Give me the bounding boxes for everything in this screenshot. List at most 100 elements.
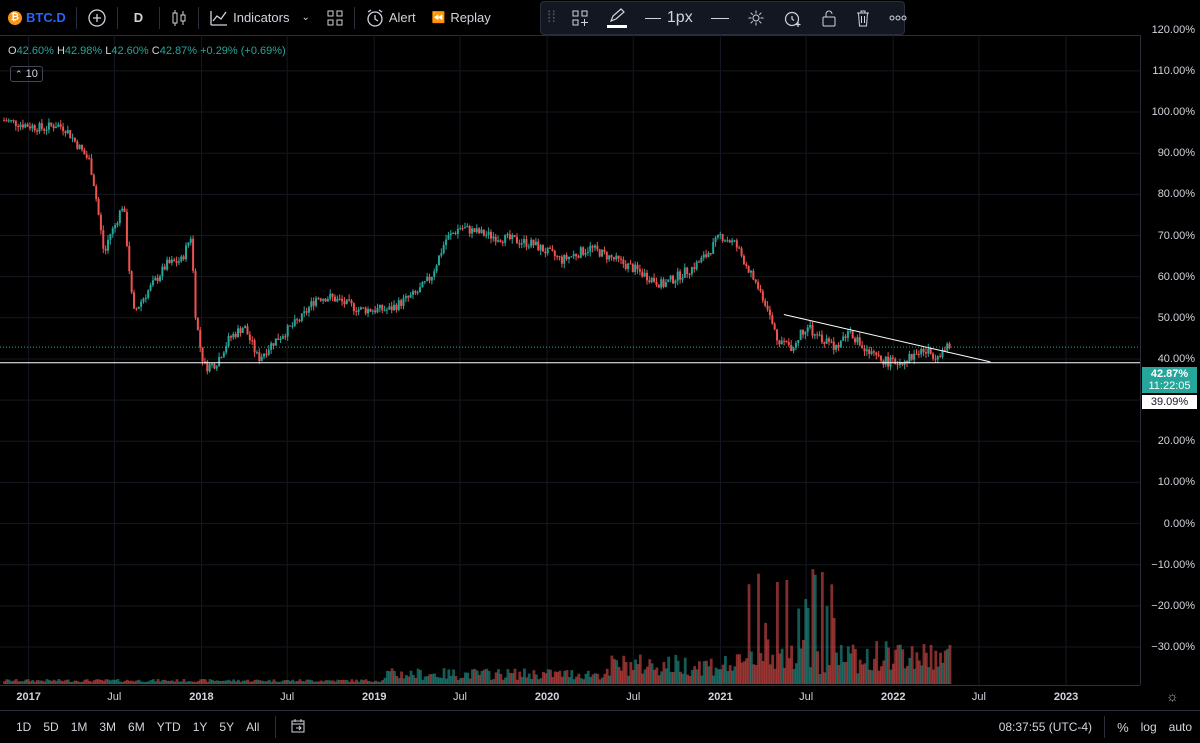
chart-type-button[interactable] — [162, 0, 196, 35]
volume-bar — [175, 679, 179, 684]
candle-body — [556, 256, 559, 258]
candle-body — [534, 241, 537, 246]
chevron-up-icon: ⌃ — [15, 69, 23, 79]
settings-gear-icon[interactable]: ☼ — [1166, 688, 1179, 704]
volume-bar — [579, 678, 583, 684]
volume-bar — [880, 666, 883, 684]
range-button-all[interactable]: All — [246, 720, 260, 734]
candle-body — [825, 338, 828, 344]
volume-bar — [567, 677, 571, 684]
interval-button[interactable]: D — [120, 0, 157, 35]
candle-body — [296, 319, 299, 321]
volume-bar — [307, 679, 311, 684]
candle-body — [393, 304, 396, 311]
candle-body — [125, 211, 128, 246]
volume-bar — [260, 680, 264, 684]
more-button[interactable] — [880, 2, 916, 34]
candle-body — [728, 240, 731, 243]
candle-body — [671, 275, 674, 284]
candle-body — [85, 154, 88, 158]
line-color-button[interactable] — [598, 2, 636, 34]
volume-bar — [837, 664, 841, 684]
candle-body — [832, 341, 835, 350]
candle-body — [716, 234, 719, 238]
candle-body — [575, 254, 578, 257]
volume-bar — [447, 669, 451, 684]
volume-bar — [350, 679, 354, 684]
auto-toggle[interactable]: auto — [1168, 720, 1192, 734]
goto-date-button[interactable] — [284, 718, 312, 737]
volume-bar — [612, 658, 616, 684]
volume-bar — [281, 680, 285, 684]
log-toggle[interactable]: log — [1140, 720, 1157, 734]
volume-bar — [939, 652, 942, 684]
candle-body — [187, 242, 190, 246]
volume-bar — [78, 681, 82, 684]
template-button[interactable] — [562, 2, 598, 34]
volume-bar — [92, 680, 96, 684]
volume-bar — [638, 654, 642, 684]
percent-toggle[interactable]: % — [1117, 719, 1129, 735]
volume-bar — [870, 670, 874, 684]
candle-body — [863, 348, 866, 352]
candle-body — [489, 231, 492, 239]
volume-bar — [619, 670, 623, 684]
volume-bar — [310, 680, 314, 684]
candle-body — [719, 234, 722, 236]
volume-bar — [419, 670, 422, 684]
range-button-1y[interactable]: 1Y — [192, 720, 208, 734]
volume-bar — [766, 639, 770, 684]
volume-bar — [367, 680, 370, 684]
candle-body — [773, 323, 776, 330]
volume-bar — [794, 663, 798, 684]
candle-body — [733, 240, 736, 242]
volume-bar — [322, 681, 325, 684]
candle-body — [889, 357, 892, 367]
replay-button[interactable]: ⏪ Replay — [424, 0, 499, 35]
range-button-1d[interactable]: 1D — [16, 720, 32, 734]
layouts-button[interactable] — [318, 0, 352, 35]
line-width-button[interactable]: 1px — [636, 2, 702, 34]
volume-bar — [218, 680, 221, 684]
calendar-goto-icon — [291, 718, 305, 732]
add-symbol-button[interactable] — [79, 0, 115, 35]
add-alert-button[interactable] — [774, 2, 812, 34]
candle-body — [421, 282, 424, 288]
price-axis[interactable]: 120.00% 110.00% 100.00% 90.00% 80.00% 70.00% 6… — [1140, 24, 1200, 685]
volume-bar — [137, 679, 141, 684]
volume-bar — [81, 681, 84, 684]
range-button-ytd[interactable]: YTD — [156, 720, 181, 734]
range-button-3m[interactable]: 3M — [99, 720, 117, 734]
range-button-5y[interactable]: 5Y — [219, 720, 235, 734]
indicators-button[interactable]: Indicators ⌄ — [201, 0, 318, 35]
candle-body — [551, 248, 554, 251]
range-button-5d[interactable]: 5D — [43, 720, 59, 734]
time-axis[interactable]: 2017 Jul 2018 Jul 2019 Jul 2020 Jul 2021 Jul 2022 J… — [0, 685, 1140, 710]
delete-button[interactable] — [846, 2, 880, 34]
volume-bar — [159, 681, 162, 684]
range-button-6m[interactable]: 6M — [128, 720, 145, 734]
candle-body — [102, 230, 105, 249]
lock-button[interactable] — [812, 2, 846, 34]
volume-legend-toggle[interactable]: ⌃ 10 — [10, 66, 43, 82]
candle-body — [650, 277, 653, 283]
divider — [198, 6, 200, 29]
range-button-1m[interactable]: 1M — [70, 720, 88, 734]
candle-body — [362, 307, 365, 309]
settings-button[interactable] — [738, 2, 774, 34]
change-value: +0.29% (+0.69%) — [200, 45, 286, 57]
clock-label[interactable]: 08:37:55 (UTC-4) — [998, 720, 1093, 734]
alert-button[interactable]: Alert — [357, 0, 424, 35]
candle-body — [475, 228, 478, 233]
candle-body — [107, 239, 110, 251]
price-chart[interactable] — [0, 35, 1140, 685]
volume-bar — [877, 670, 881, 684]
symbol-search[interactable]: ₿ BTC.D — [0, 0, 74, 35]
volume-bar — [151, 679, 155, 684]
drag-handle[interactable]: ⁞⁞ — [547, 9, 556, 26]
candle-body — [679, 271, 682, 280]
line-style-button[interactable] — [702, 2, 738, 34]
volume-bar — [811, 569, 815, 684]
candle-body — [423, 281, 426, 283]
candle-body — [738, 247, 741, 249]
